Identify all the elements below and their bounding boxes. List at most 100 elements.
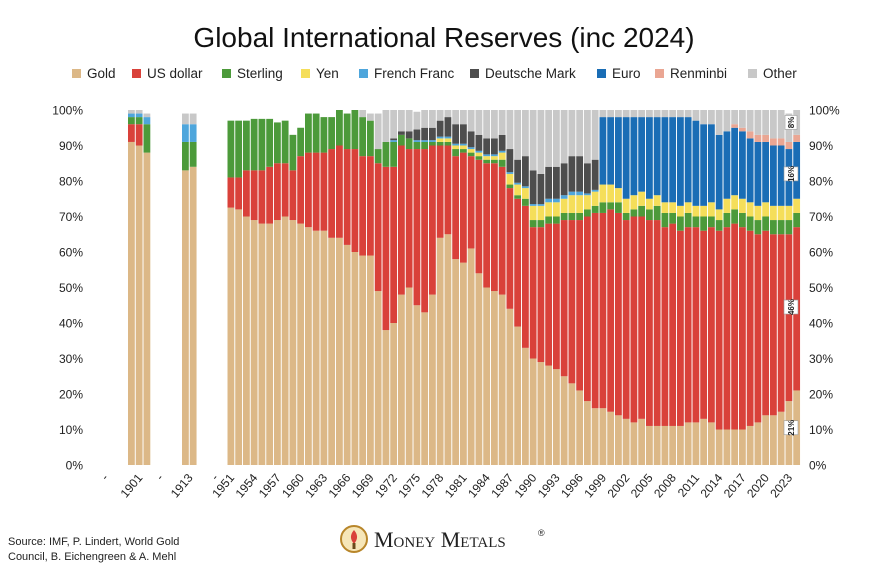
bar-segment-deutsche-mark <box>413 129 421 141</box>
bar-segment-yen <box>584 195 591 210</box>
bar-segment-gold <box>436 237 444 465</box>
x-tick-label: 1972 <box>372 471 400 501</box>
bar-segment-other <box>653 110 661 118</box>
bar-segment-sterling <box>498 159 506 167</box>
bar-segment-other <box>723 110 731 132</box>
bar-segment-gold <box>646 425 653 465</box>
legend-swatch-euro <box>597 69 606 78</box>
bar-segment-gold <box>475 273 483 465</box>
bar-segment-deutsche-mark <box>483 138 491 155</box>
bar-segment-us-dollar <box>460 152 467 263</box>
bar-segment-us-dollar <box>506 188 514 309</box>
y-tick-right: 10% <box>809 423 833 437</box>
bar-segment-us-dollar <box>692 227 700 423</box>
bar-segment-us-dollar <box>367 156 374 256</box>
bar-segment-deutsche-mark <box>475 134 483 151</box>
bar-segment-other <box>715 110 723 135</box>
bar-segment-deutsche-mark <box>398 131 405 135</box>
bar-segment-gold <box>514 326 522 465</box>
bar-segment-euro <box>723 131 731 199</box>
bar-segment-euro <box>607 117 615 185</box>
bar-segment-us-dollar <box>289 170 297 221</box>
bar-segment-yen <box>762 202 770 217</box>
legend-label-gold: Gold <box>87 66 116 81</box>
legend-swatch-sterling <box>222 69 231 78</box>
bar-segment-other <box>762 110 770 135</box>
bar-segment-euro <box>646 117 653 199</box>
x-tick-label: 2017 <box>721 471 749 501</box>
bar-segment-sterling <box>135 117 143 125</box>
bar-segment-french-franc <box>483 154 491 157</box>
legend-swatch-french-franc <box>359 69 368 78</box>
bar-segment-gold <box>677 425 684 465</box>
y-axis: 0% 0% 10% 10% 20% 20% 30% 30% 40% 40% 50% 50% 60% 60%… <box>52 104 840 473</box>
y-tick-left: 70% <box>59 210 83 224</box>
bar-segment-us-dollar <box>227 177 235 208</box>
bar-segment-sterling <box>266 118 274 167</box>
chart-title: Global International Reserves (inc 2024) <box>193 22 694 53</box>
bar-segment-sterling <box>475 156 483 160</box>
bar-segment-deutsche-mark <box>522 156 529 187</box>
y-tick-right: 0% <box>809 459 827 473</box>
logo: Money Metals ® <box>340 525 545 553</box>
bar-segment-french-franc <box>568 191 576 196</box>
bar-segment-us-dollar <box>529 227 537 359</box>
bar-segment-us-dollar <box>390 166 398 323</box>
bar-segment-us-dollar <box>576 220 584 391</box>
bar-segment-gold <box>739 429 746 465</box>
bar-segment-french-franc <box>128 113 135 118</box>
bar-segment-other <box>591 110 599 160</box>
bar-segment-french-franc <box>189 124 197 142</box>
y-tick-right: 50% <box>809 281 833 295</box>
bar-segment-yen <box>506 173 514 185</box>
bar-segment-sterling <box>545 216 553 224</box>
bar-segment-sterling <box>630 209 638 217</box>
bar-segment-us-dollar <box>483 163 491 288</box>
bar-segment-gold <box>452 259 460 465</box>
bar-segment-french-franc <box>545 198 553 203</box>
bar-segment-sterling <box>460 149 467 153</box>
bar-segment-other <box>607 110 615 118</box>
bar-segment-sterling <box>413 141 421 150</box>
bar-segment-sterling <box>622 212 630 221</box>
bar-segment-us-dollar <box>653 220 661 426</box>
bar-segment-deutsche-mark <box>560 163 568 196</box>
bar-segment-sterling <box>421 141 429 150</box>
bar-segment-yen <box>692 205 700 217</box>
bar-segment-other <box>128 110 135 114</box>
bar-segment-other <box>359 110 367 118</box>
bar-segment-other <box>576 110 584 157</box>
bar-segment-french-franc <box>444 136 452 139</box>
bar-segment-french-franc <box>537 204 545 206</box>
logo-registered: ® <box>538 528 545 538</box>
bar-segment-gold <box>754 422 762 465</box>
y-tick-left: 10% <box>59 423 83 437</box>
bar-segment-euro <box>669 117 677 203</box>
bar-segment-yen <box>715 209 723 221</box>
x-tick-label: 1966 <box>326 471 354 501</box>
bar-segment-euro <box>692 120 700 206</box>
bar-segment-euro <box>731 127 739 196</box>
bar-segment-us-dollar <box>762 230 770 416</box>
bar-segment-sterling <box>708 216 715 228</box>
bar-segment-sterling <box>297 127 305 157</box>
bar-segment-gold <box>289 220 297 465</box>
bar-segment-euro <box>615 117 622 189</box>
bar-segment-deutsche-mark <box>498 134 506 151</box>
bar-segment-euro <box>661 117 669 203</box>
bar-segment-other <box>584 110 591 164</box>
bar-segment-yen <box>677 205 684 217</box>
bar-segment-other <box>777 110 785 139</box>
bar-segment-euro <box>677 117 684 206</box>
bar-segment-sterling <box>444 141 452 146</box>
bar-segment-gold <box>312 230 320 465</box>
bar-segment-us-dollar <box>615 212 622 416</box>
bar-segment-sterling <box>374 149 382 164</box>
bar-segment-us-dollar <box>785 234 793 402</box>
bar-segment-deutsche-mark <box>591 159 599 190</box>
bar-segment-us-dollar <box>622 220 630 419</box>
bar-segment-french-franc <box>467 147 475 150</box>
bar-segment-other <box>754 110 762 135</box>
bar-segment-deutsche-mark <box>545 166 553 199</box>
